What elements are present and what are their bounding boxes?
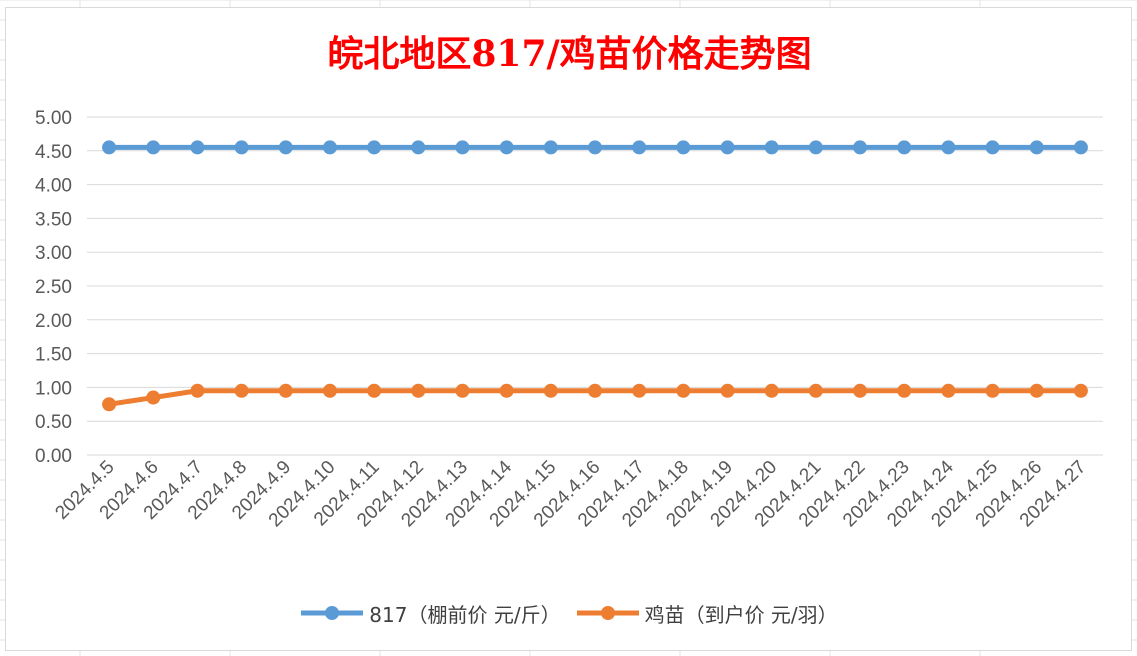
data-point-1 <box>543 383 558 398</box>
data-point-1 <box>941 383 956 398</box>
data-point-1 <box>632 383 647 398</box>
y-tick-label: 5.00 <box>35 108 72 129</box>
data-point-1 <box>676 383 691 398</box>
legend: 817（棚前价 元/斤） 鸡苗（到户价 元/羽） <box>6 598 1133 628</box>
data-point-0 <box>455 140 470 155</box>
data-point-1 <box>808 383 823 398</box>
data-point-0 <box>543 140 558 155</box>
data-point-1 <box>190 383 205 398</box>
y-tick-label: 0.50 <box>35 412 72 433</box>
plot-area: 0.00 0.50 1.00 1.50 2.00 2.50 3.00 3.50 4.00 4.50… <box>35 108 1103 531</box>
data-point-0 <box>1073 140 1088 155</box>
data-point-1 <box>367 383 382 398</box>
data-point-0 <box>676 140 691 155</box>
data-point-1 <box>102 397 117 412</box>
y-tick-label: 4.00 <box>35 176 72 197</box>
data-point-1 <box>455 383 470 398</box>
data-point-0 <box>278 140 293 155</box>
legend-label-817: 817（棚前价 元/斤） <box>369 602 561 627</box>
data-point-1 <box>853 383 868 398</box>
data-point-0 <box>322 140 337 155</box>
chart-title: 皖北地区817/鸡苗价格走势图 <box>327 33 812 75</box>
legend-item-chick: 鸡苗（到户价 元/羽） <box>576 599 838 628</box>
y-tick-label: 0.00 <box>35 446 72 467</box>
data-point-0 <box>764 140 779 155</box>
data-point-0 <box>367 140 382 155</box>
data-point-1 <box>1029 383 1044 398</box>
chart-area[interactable]: 皖北地区817/鸡苗价格走势图 0.00 0.50 1.00 1.50 2.00 2.50… <box>5 7 1132 651</box>
data-point-0 <box>499 140 514 155</box>
data-point-0 <box>146 140 161 155</box>
legend-swatch-chick <box>576 606 639 620</box>
data-point-1 <box>588 383 602 398</box>
data-point-0 <box>190 140 205 155</box>
data-point-1 <box>499 383 514 398</box>
data-point-1 <box>411 383 426 398</box>
y-tick-label: 3.50 <box>35 209 72 230</box>
data-point-0 <box>941 140 956 155</box>
y-tick-label: 2.50 <box>35 277 72 298</box>
data-point-0 <box>897 140 912 155</box>
data-point-0 <box>853 140 868 155</box>
y-tick-label: 4.50 <box>35 142 72 163</box>
data-point-0 <box>234 140 249 155</box>
data-point-0 <box>1029 140 1044 155</box>
legend-label-chick: 鸡苗（到户价 元/羽） <box>644 602 838 627</box>
data-point-0 <box>588 140 602 155</box>
data-point-0 <box>720 140 735 155</box>
data-point-1 <box>146 390 161 405</box>
legend-item-817: 817（棚前价 元/斤） <box>301 599 561 628</box>
data-point-0 <box>985 140 1000 155</box>
data-point-1 <box>720 383 735 398</box>
data-point-1 <box>234 383 249 398</box>
data-point-1 <box>278 383 293 398</box>
data-point-1 <box>322 383 337 398</box>
data-point-1 <box>985 383 1000 398</box>
y-tick-label: 1.50 <box>35 345 72 366</box>
data-point-1 <box>764 383 779 398</box>
data-point-1 <box>897 383 912 398</box>
y-tick-label: 3.00 <box>35 243 72 264</box>
data-point-0 <box>411 140 426 155</box>
data-point-0 <box>808 140 823 155</box>
y-tick-label: 2.00 <box>35 311 72 332</box>
y-tick-label: 1.00 <box>35 378 72 399</box>
data-point-0 <box>102 140 117 155</box>
data-point-1 <box>1073 383 1088 398</box>
data-point-0 <box>632 140 647 155</box>
legend-swatch-817 <box>301 606 364 620</box>
